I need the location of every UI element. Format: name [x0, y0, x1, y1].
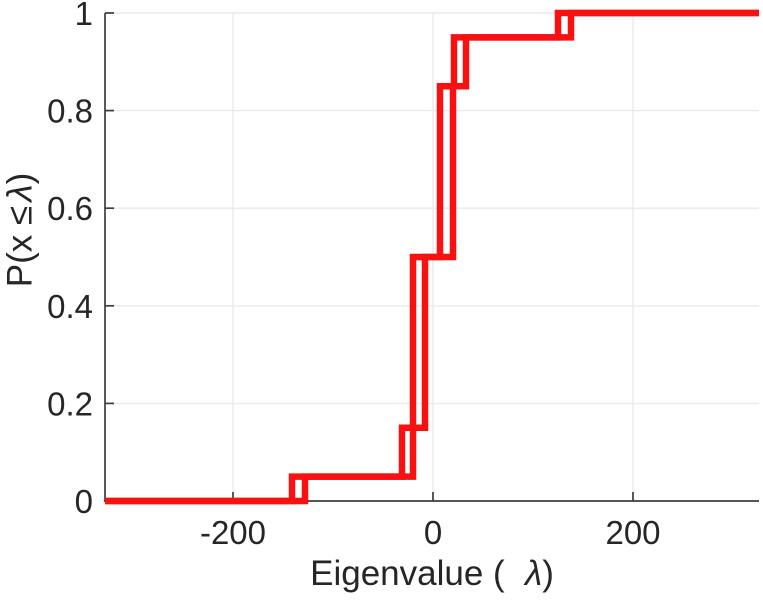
lambda-symbol: λ: [524, 554, 543, 593]
ecdf-curve-1: [105, 9, 759, 505]
x-axis-label-close: ): [542, 554, 554, 593]
x-tick-label: 0: [424, 514, 442, 551]
y-tick-label: 0.6: [47, 190, 93, 227]
y-tick-label: 0.8: [47, 93, 93, 130]
y-tick-label: 0: [75, 483, 93, 520]
y-tick-label: 0.4: [47, 288, 93, 325]
x-axis-label-text: Eigenvalue (: [310, 554, 505, 593]
y-tick-label: 0.2: [47, 385, 93, 422]
y-tick-label: 1: [75, 0, 93, 32]
ecdf-curve-2: [105, 9, 759, 505]
x-tick-label: -200: [200, 514, 266, 551]
y-axis-label-close: ): [0, 172, 40, 185]
x-tick-label: 200: [605, 514, 660, 551]
y-axis-label-text: P(x ≤: [0, 205, 40, 288]
x-axis-label: Eigenvalue ( λ): [310, 556, 554, 591]
y-axis-label: P(x ≤ λ): [0, 172, 40, 288]
lambda-symbol: λ: [0, 184, 40, 202]
